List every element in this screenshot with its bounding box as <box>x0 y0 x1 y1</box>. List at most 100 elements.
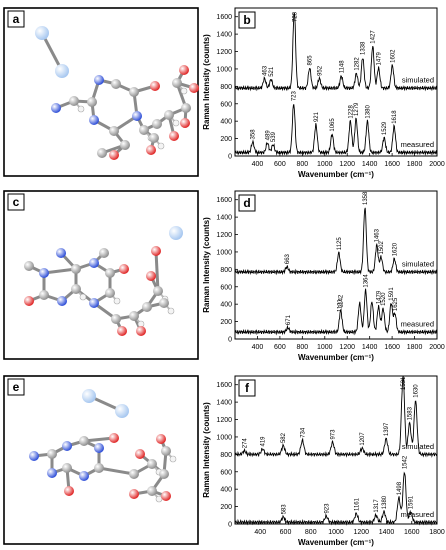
carbon-atom <box>161 446 171 456</box>
carbon-atom <box>24 261 34 271</box>
nitrogen-atom <box>51 103 61 113</box>
peak-label: 1502 <box>379 241 385 255</box>
carbon-atom <box>79 436 89 446</box>
panel-label-box <box>238 379 256 397</box>
peak-label: 1520 <box>381 292 387 306</box>
oxygen-atom <box>146 271 156 281</box>
x-tick-label: 1800 <box>407 161 423 168</box>
series-line-simulated <box>234 375 438 458</box>
molecule-panel-c: c <box>3 190 199 360</box>
y-tick-label: 1600 <box>216 197 232 204</box>
y-tick-label: 1400 <box>216 400 232 407</box>
x-tick-label: 1200 <box>339 161 355 168</box>
series-line-measured <box>234 288 438 336</box>
y-tick-label: 200 <box>220 136 232 143</box>
oxygen-atom <box>156 434 166 444</box>
series-line-simulated <box>234 207 438 276</box>
panel-label-b: b <box>243 13 250 27</box>
peak-label: 582 <box>281 432 287 443</box>
peak-label: 1364 <box>364 274 370 288</box>
series-line-measured <box>234 104 438 156</box>
oxygen-atom <box>179 65 189 75</box>
x-tick-label: 1400 <box>362 344 378 351</box>
peak-label: 723 <box>292 90 298 101</box>
spectrum-chart-b: b 400 600 800 1000 1200 1400 1600 1800 2000 0 200 40… <box>202 7 445 179</box>
peak-label: 1358 <box>363 191 369 205</box>
x-tick-label: 1200 <box>353 529 369 536</box>
y-tick-label: 1400 <box>216 215 232 222</box>
series-line-simulated <box>234 12 438 92</box>
peak-label: 1148 <box>339 60 345 74</box>
carbon-atom <box>62 463 72 473</box>
bond <box>40 32 64 72</box>
peak-label: 1529 <box>382 121 388 135</box>
oxygen-atom <box>119 264 129 274</box>
carbon-atom <box>94 463 104 473</box>
y-tick-label: 0 <box>228 154 232 161</box>
hydrogen-atom <box>169 455 177 463</box>
nitrogen-atom <box>89 115 99 125</box>
panel-label-f: f <box>245 381 250 395</box>
x-tick-label: 400 <box>252 161 264 168</box>
x-tick-label: 1600 <box>404 529 420 536</box>
y-tick-label: 1200 <box>216 49 232 56</box>
hydrogen-atom <box>77 105 85 113</box>
carbon-atom <box>105 268 115 278</box>
x-tick-label: 1800 <box>429 529 445 536</box>
peak-label: 1380 <box>365 105 371 119</box>
x-axis-label: Wavenumber (cm⁻¹) <box>298 353 374 362</box>
carbon-atom <box>172 78 182 88</box>
y-tick-label: 800 <box>220 84 232 91</box>
y-tick-label: 600 <box>220 284 232 291</box>
panel-label-c: c <box>13 195 20 209</box>
x-tick-label: 1400 <box>362 161 378 168</box>
x-tick-label: 1000 <box>317 161 333 168</box>
peak-label: 358 <box>251 129 257 140</box>
x-tick-label: 1600 <box>384 344 400 351</box>
peak-label: 1380 <box>382 495 388 509</box>
peak-label: 539 <box>271 131 277 142</box>
y-tick-label: 400 <box>220 302 232 309</box>
y-tick-label: 600 <box>220 101 232 108</box>
peak-label: 1479 <box>377 51 383 65</box>
y-tick-label: 1600 <box>216 382 232 389</box>
carbon-atom <box>109 126 119 136</box>
y-tick-label: 600 <box>220 469 232 476</box>
silver-atom <box>55 64 69 78</box>
peak-label: 1397 <box>384 422 390 436</box>
oxygen-atom <box>151 246 161 256</box>
y-tick-label: 800 <box>220 452 232 459</box>
nitrogen-atom <box>94 443 104 453</box>
carbon-atom <box>111 79 121 89</box>
peak-label: 1591 <box>409 495 415 509</box>
panel-label-e: e <box>13 380 20 394</box>
y-tick-label: 0 <box>228 522 232 529</box>
carbon-atom <box>71 284 81 294</box>
oxygen-atom <box>129 489 139 499</box>
x-tick-label: 400 <box>252 344 264 351</box>
carbon-atom <box>71 264 81 274</box>
nitrogen-atom <box>132 111 142 121</box>
peak-label: 1161 <box>354 497 360 511</box>
series-name: measured <box>401 510 434 519</box>
peak-label: 274 <box>242 438 248 449</box>
y-axis-label: Raman Intensity (counts) <box>202 217 211 313</box>
panel-label-box <box>238 11 256 29</box>
nitrogen-atom <box>57 296 67 306</box>
x-axis-label: Wavenumber (cm⁻¹) <box>298 170 374 179</box>
y-tick-label: 200 <box>220 319 232 326</box>
x-axis-label: Wavenumber (cm⁻¹) <box>298 538 374 547</box>
carbon-atom <box>87 97 97 107</box>
peak-label: 865 <box>308 55 314 66</box>
oxygen-atom <box>189 83 199 93</box>
peak-label: 923 <box>324 503 330 514</box>
nitrogen-atom <box>29 451 39 461</box>
nitrogen-atom <box>89 298 99 308</box>
x-tick-label: 1600 <box>384 161 400 168</box>
x-tick-label: 600 <box>274 161 286 168</box>
oxygen-atom <box>150 81 160 91</box>
x-tick-label: 600 <box>274 344 286 351</box>
series-name: simulated <box>402 442 434 451</box>
nitrogen-atom <box>62 441 72 451</box>
